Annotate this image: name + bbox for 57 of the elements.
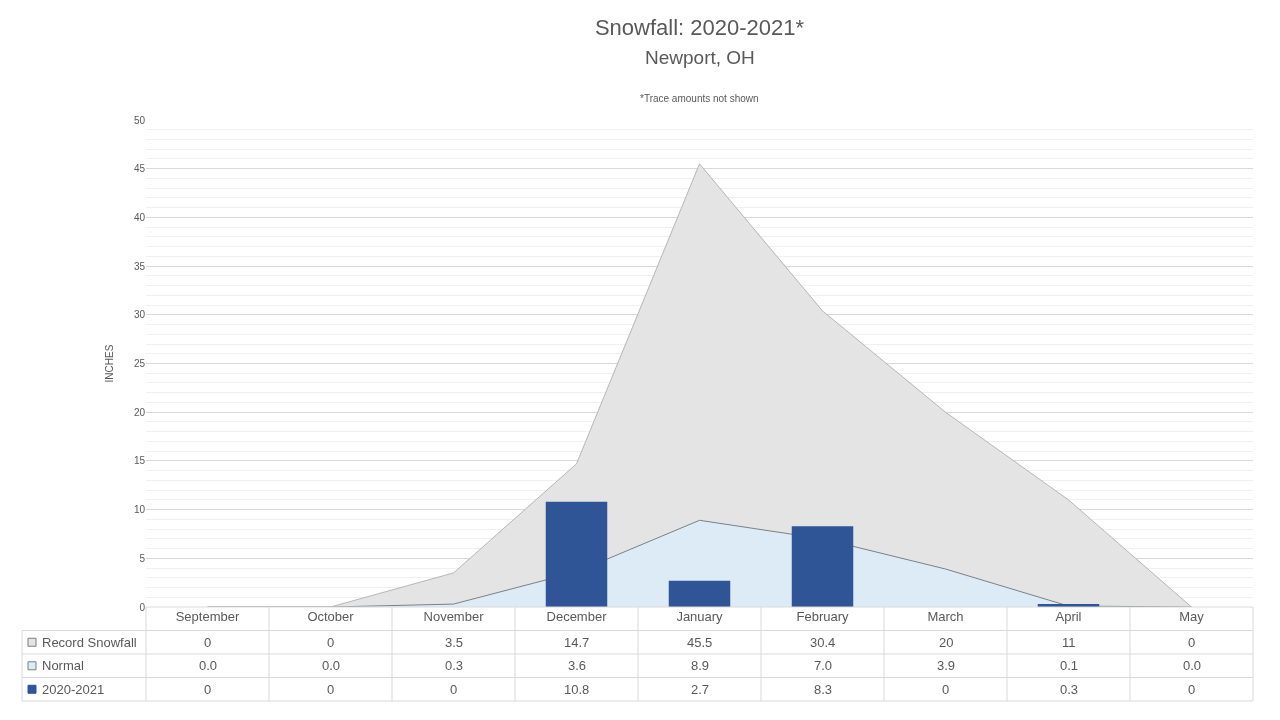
chart-subtitle: Newport, OH [645, 47, 755, 68]
data-label: 2.7 [691, 682, 710, 697]
data-label: 8.3 [814, 682, 833, 697]
data-label: 0 [1188, 635, 1196, 650]
text: *Trace amounts not shown [640, 93, 759, 104]
data-label: 3.9 [937, 658, 956, 673]
data-label: 0.3 [445, 658, 464, 673]
chart-title: Snowfall: 2020-2021* [594, 14, 805, 40]
bar [668, 580, 731, 607]
data-label: 45.5 [687, 635, 713, 650]
x-tick-label: September [175, 609, 240, 624]
x-tick-label: May [1179, 609, 1205, 624]
y-axis-title: INCHES [103, 344, 115, 383]
data-label: 20 [939, 635, 954, 650]
data-label: 0 [204, 635, 212, 650]
y-tick-label: 30 [133, 309, 146, 321]
y-tick-label: 5 [139, 552, 146, 564]
x-tick-label: February [796, 609, 849, 624]
data-label: 0.1 [1060, 658, 1079, 673]
data-label: 0 [327, 682, 335, 697]
y-tick-label: 15 [133, 455, 146, 467]
x-tick-label: January [676, 609, 724, 624]
x-tick-label: April [1055, 609, 1082, 624]
y-tick-label: 50 [133, 114, 146, 126]
data-label: 0.0 [199, 658, 218, 673]
data-label: 3.5 [445, 635, 464, 650]
legend-label: Record Snowfall [42, 635, 137, 650]
data-label: 0 [327, 635, 335, 650]
data-label: 30.4 [810, 635, 836, 650]
x-tick-label: March [927, 609, 964, 624]
data-label: 0.0 [1183, 658, 1202, 673]
y-tick-label: 35 [133, 260, 146, 272]
y-tick-label: 10 [133, 504, 146, 516]
data-label: 11 [1062, 635, 1076, 650]
data-label: 8.9 [691, 658, 710, 673]
y-tick-label: 20 [133, 406, 146, 418]
data-label: 0 [204, 682, 212, 697]
data-label: 10.8 [564, 682, 590, 697]
data-label: 0.3 [1060, 682, 1079, 697]
data-label: 0 [942, 682, 950, 697]
legend-label: Normal [42, 658, 85, 673]
y-tick-label: 25 [133, 358, 146, 369]
data-label: 14.7 [564, 635, 590, 650]
bar [791, 526, 854, 607]
data-label: 0.0 [322, 658, 341, 673]
y-tick-label: 0 [139, 601, 146, 613]
x-tick-label: December [546, 609, 608, 624]
data-label: 0 [450, 682, 458, 697]
x-tick-label: October [307, 609, 355, 624]
y-tick-label: 45 [133, 163, 146, 175]
bar [545, 501, 608, 607]
y-tick-label: 40 [133, 211, 146, 223]
data-label: 0 [1188, 682, 1196, 697]
legend-label: 2020-2021 [42, 682, 105, 697]
data-label: 7.0 [814, 658, 833, 673]
data-label: 3.6 [568, 658, 587, 673]
x-tick-label: November [423, 609, 485, 624]
